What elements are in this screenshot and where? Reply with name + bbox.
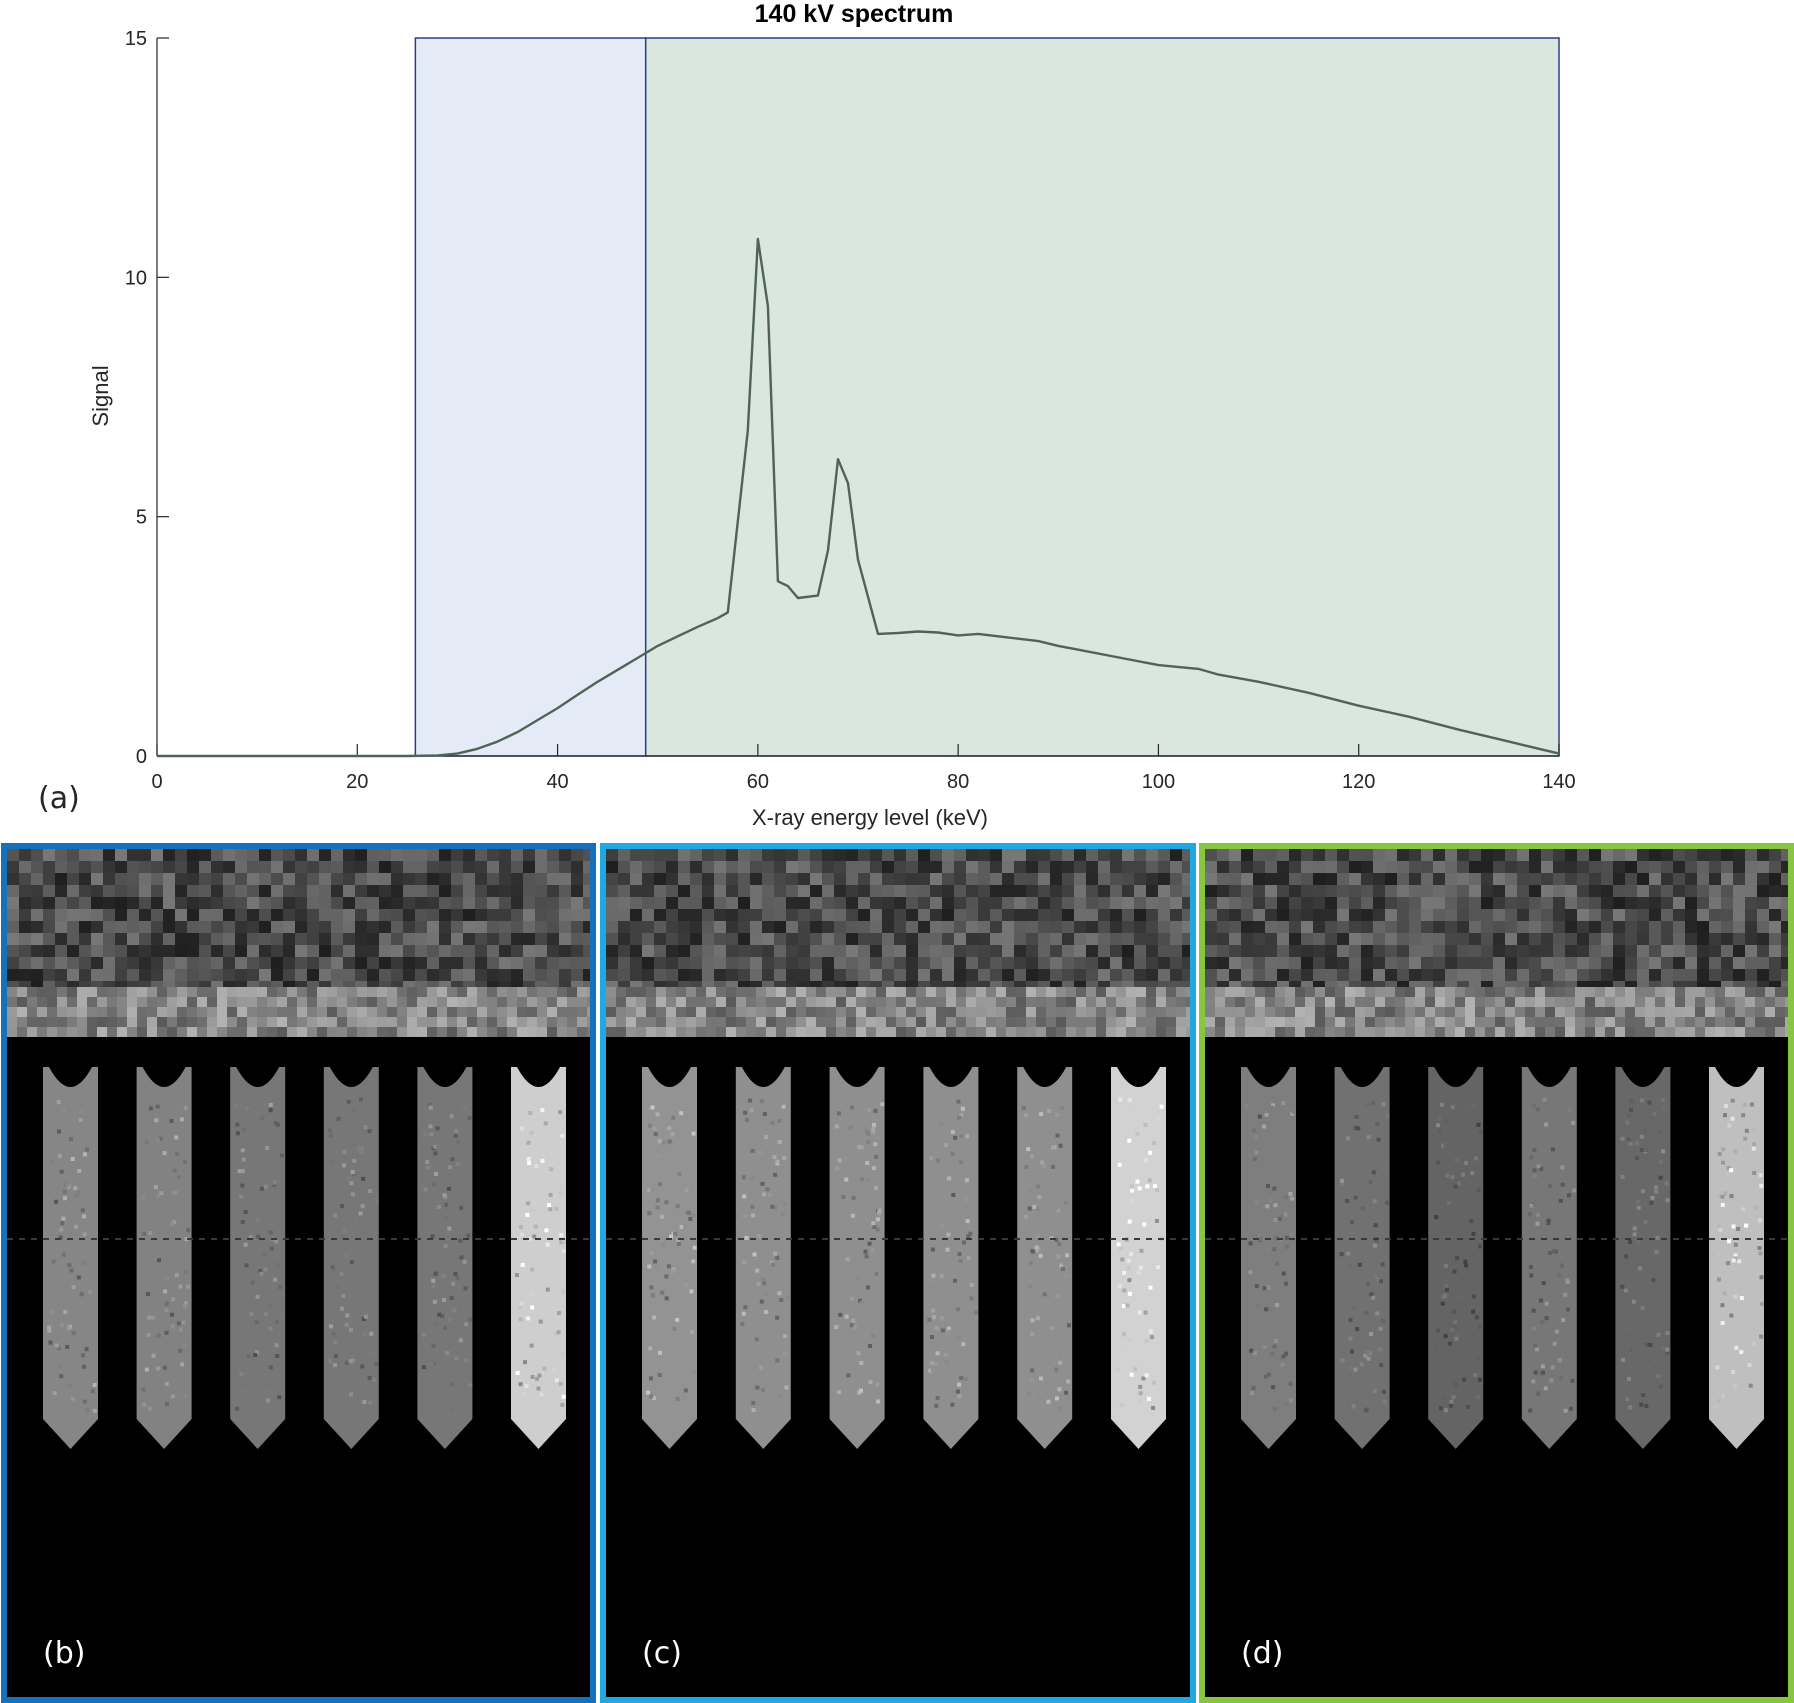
vial-5 (417, 1067, 473, 1449)
vial-1 (43, 1067, 98, 1449)
y-tick-label: 15 (125, 28, 147, 50)
vial-6 (1111, 1067, 1166, 1449)
vial-4 (323, 1067, 379, 1449)
vial-3 (230, 1067, 286, 1449)
vial-image-c (606, 849, 1190, 1449)
reconstruction-panel-d: (d) (1199, 843, 1794, 1703)
panel-label-d: (d) (1241, 1636, 1284, 1671)
energy-bin-2 (644, 37, 1560, 757)
vial-2 (136, 1067, 192, 1449)
vial-2 (1334, 1067, 1390, 1449)
vial-5 (1017, 1067, 1073, 1449)
vial-4 (1521, 1067, 1577, 1449)
vial-image-d (1205, 849, 1788, 1449)
x-tick-label: 80 (947, 771, 969, 793)
vial-3 (1428, 1067, 1484, 1449)
reconstruction-panel-b: (b) (1, 843, 596, 1703)
vial-1 (642, 1067, 697, 1449)
panel-label-a: (a) (38, 781, 80, 816)
x-tick-label: 100 (1142, 771, 1175, 793)
x-tick-label: 120 (1342, 771, 1375, 793)
vial-1 (1241, 1067, 1296, 1449)
vial-6 (511, 1067, 566, 1449)
spectrum-chart: 0 20 40 60 80 100 120 140 0 5 10 15 140 kV spectrum… (38, 0, 1576, 830)
noise-band (606, 987, 1190, 1037)
noise-band (7, 987, 590, 1037)
vial-2 (735, 1067, 791, 1449)
x-tick-label: 0 (151, 771, 162, 793)
x-axis-label: X-ray energy level (keV) (752, 805, 988, 830)
vial-6 (1709, 1067, 1764, 1449)
energy-bin-1 (414, 37, 647, 757)
x-tick-label: 140 (1542, 771, 1575, 793)
y-tick-label: 5 (136, 507, 147, 529)
reconstruction-panel-c: (c) (600, 843, 1196, 1703)
panel-label-b: (b) (43, 1636, 86, 1671)
noise-background (606, 849, 1190, 1029)
vial-3 (829, 1067, 885, 1449)
y-tick-label: 10 (125, 267, 147, 289)
vial-4 (923, 1067, 979, 1449)
vial-image-b (7, 849, 590, 1449)
vial-5 (1615, 1067, 1671, 1449)
chart-title: 140 kV spectrum (755, 0, 954, 28)
energy-bins (414, 37, 1560, 757)
x-tick-label: 40 (546, 771, 568, 793)
noise-band (1205, 987, 1788, 1037)
x-tick-label: 20 (346, 771, 368, 793)
y-axis-label: Signal (88, 365, 113, 426)
spectrum-series-line-1 (157, 237, 1560, 758)
x-tick-label: 60 (747, 771, 769, 793)
spectrum-line-layer (157, 237, 1560, 758)
y-tick-label: 0 (136, 746, 147, 768)
panel-label-c: (c) (642, 1636, 682, 1671)
